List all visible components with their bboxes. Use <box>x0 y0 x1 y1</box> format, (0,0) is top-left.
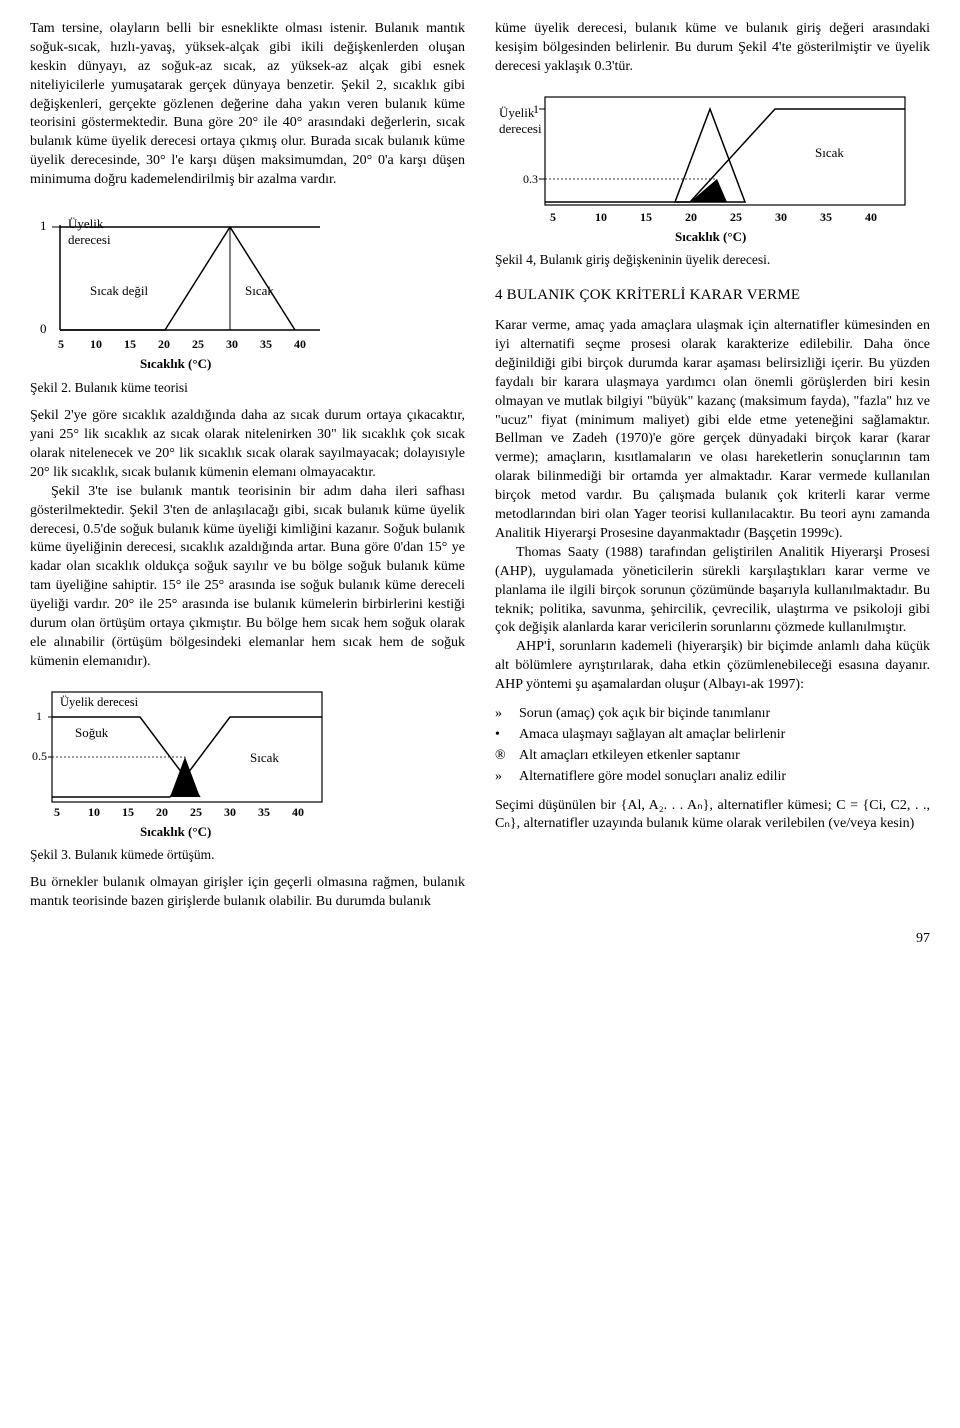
body-text: Şekil 3'te ise bulanık mantık teorisinin… <box>30 483 465 672</box>
bullet-marker: » <box>495 705 509 724</box>
xtick: 5 <box>550 210 556 224</box>
xtick: 15 <box>122 805 134 819</box>
body-text: AHP'İ, sorunların kademeli (hiyerarşik) … <box>495 638 930 695</box>
xtick: 35 <box>260 337 272 351</box>
bullet-marker: • <box>495 726 509 745</box>
series-label-b: Sıcak <box>815 145 844 160</box>
xtick: 15 <box>124 337 136 351</box>
bullet-text: Alt amaçları etkileyen etkenler saptanır <box>519 747 740 766</box>
list-item: » Sorun (amaç) çok açık bir biçinde tanı… <box>495 705 930 724</box>
xlabel: Sıcaklık (°C) <box>675 229 746 244</box>
bullet-marker: ® <box>495 747 509 766</box>
xtick: 30 <box>226 337 238 351</box>
bullet-list: » Sorun (amaç) çok açık bir biçinde tanı… <box>495 705 930 787</box>
body-text: Seçimi düşünülen bir {Al, A₂. . . Aₙ}, a… <box>495 797 930 835</box>
xtick: 25 <box>190 805 202 819</box>
ytick-1: 1 <box>40 218 47 233</box>
xtick: 20 <box>156 805 168 819</box>
xlabel: Sıcaklık (°C) <box>140 356 211 371</box>
xtick: 30 <box>224 805 236 819</box>
xtick: 15 <box>640 210 652 224</box>
bullet-text: Alternatiflere göre model sonuçları anal… <box>519 768 786 787</box>
xtick: 5 <box>54 805 60 819</box>
series-label-b: Sıcak <box>245 283 274 298</box>
ytick: 1 <box>533 102 539 116</box>
xtick: 40 <box>292 805 304 819</box>
figure-3-chart: Üyelik derecesi 1 0.5 Soğuk Sıcak <box>30 682 465 842</box>
body-text: Karar verme, amaç yada amaçlara ulaşmak … <box>495 317 930 544</box>
ylabel-top: Üyelik <box>68 216 104 231</box>
xtick: 35 <box>258 805 270 819</box>
xtick: 25 <box>730 210 742 224</box>
list-item: • Amaca ulaşmayı sağlayan alt amaçlar be… <box>495 726 930 745</box>
list-item: » Alternatiflere göre model sonuçları an… <box>495 768 930 787</box>
bullet-text: Sorun (amaç) çok açık bir biçinde tanıml… <box>519 705 770 724</box>
ylabel-bot: derecesi <box>499 121 542 136</box>
xtick: 10 <box>88 805 100 819</box>
list-item: ® Alt amaçları etkileyen etkenler saptan… <box>495 747 930 766</box>
figure-2-caption: Şekil 2. Bulanık küme teorisi <box>30 379 465 397</box>
xtick: 5 <box>58 337 64 351</box>
xtick: 20 <box>158 337 170 351</box>
ytick-0: 0 <box>40 321 47 336</box>
xtick: 40 <box>865 210 877 224</box>
figure-3-caption: Şekil 3. Bulanık kümede örtüşüm. <box>30 846 465 864</box>
series-label-a: Soğuk <box>75 725 109 740</box>
ylabel-top: Üyelik <box>499 105 535 120</box>
xtick: 30 <box>775 210 787 224</box>
bullet-text: Amaca ulaşmayı sağlayan alt amaçlar beli… <box>519 726 785 745</box>
figure-4-caption: Şekil 4, Bulanık giriş değişkeninin üyel… <box>495 251 930 269</box>
page-number: 97 <box>30 930 930 949</box>
figure-4-chart: Üyelik derecesi 1 0.3 Sıcak 5 1 <box>495 87 930 247</box>
ytick: 0.3 <box>523 172 538 186</box>
xtick: 25 <box>192 337 204 351</box>
ytick-05: 0.5 <box>32 749 47 763</box>
ytick-1: 1 <box>36 709 42 723</box>
series-label-b: Sıcak <box>250 750 279 765</box>
series-label-a: Sıcak değil <box>90 283 149 298</box>
xtick: 40 <box>294 337 306 351</box>
xlabel: Sıcaklık (°C) <box>140 824 211 839</box>
body-text: küme üyelik derecesi, bulanık küme ve bu… <box>495 20 930 77</box>
xtick: 10 <box>595 210 607 224</box>
xtick: 20 <box>685 210 697 224</box>
body-text: Şekil 2'ye göre sıcaklık azaldığında dah… <box>30 407 465 483</box>
ylabel-bot: derecesi <box>68 232 111 247</box>
xtick: 35 <box>820 210 832 224</box>
section-heading: 4 BULANIK ÇOK KRİTERLİ KARAR VERME <box>495 285 930 305</box>
body-text: Tam tersine, olayların belli bir esnekli… <box>30 20 465 190</box>
body-text: Bu örnekler bulanık olmayan girişler içi… <box>30 874 465 912</box>
xtick: 10 <box>90 337 102 351</box>
bullet-marker: » <box>495 768 509 787</box>
figure-2-chart: 1 0 Üyelik derecesi Sıcak değil Sıcak <box>30 200 465 375</box>
chart-title: Üyelik derecesi <box>60 695 139 709</box>
body-text: Thomas Saaty (1988) tarafından geliştiri… <box>495 544 930 638</box>
